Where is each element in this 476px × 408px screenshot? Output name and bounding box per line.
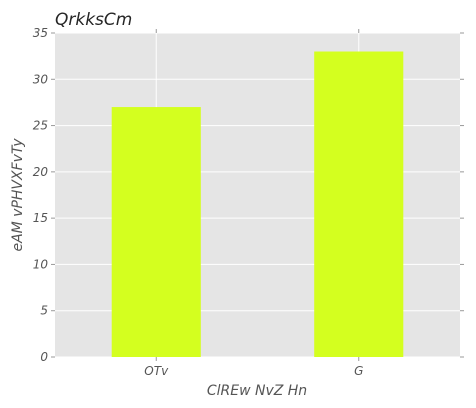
y-tick-label: 15	[33, 211, 48, 225]
y-tick-label: 10	[33, 257, 49, 271]
y-tick-label: 0	[40, 350, 48, 364]
y-tick-label: 20	[33, 165, 49, 179]
y-tick-label: 25	[33, 119, 48, 133]
x-tick-label: OTv	[144, 364, 169, 378]
x-tick-label: G	[354, 364, 363, 378]
y-tick-label: 30	[33, 72, 49, 86]
y-axis-label: eAM vPHVXFvTy	[10, 138, 26, 252]
y-tick-label: 5	[40, 304, 48, 318]
chart-title: QrkksCm	[55, 10, 132, 30]
bar-otv	[112, 107, 201, 357]
x-axis-label: ClREw NvZ Hn	[207, 383, 307, 399]
y-tick-label: 35	[33, 26, 48, 40]
bar-g	[314, 52, 403, 357]
